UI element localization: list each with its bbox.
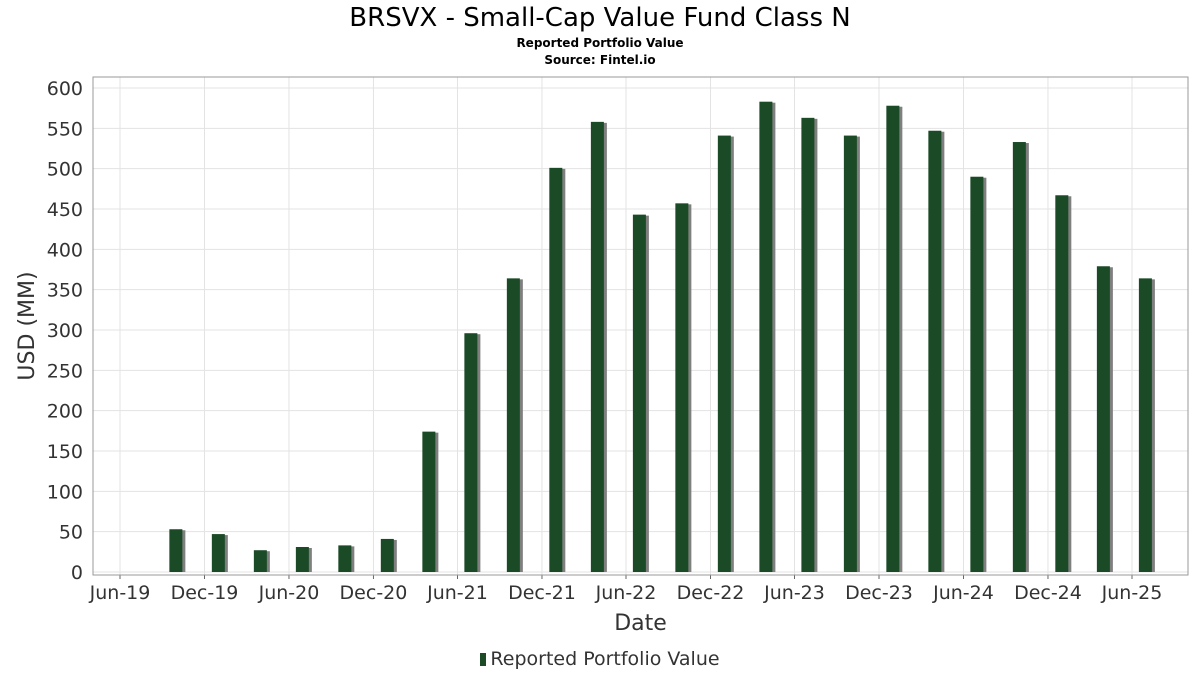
bar: [970, 176, 984, 573]
chart-subtitle: Reported Portfolio Value: [516, 36, 684, 50]
x-tick-label: Jun-20: [258, 582, 320, 604]
chart-source: Source: Fintel.io: [544, 53, 656, 67]
y-tick-label: 500: [47, 159, 83, 181]
y-tick-label: 0: [71, 562, 83, 584]
y-tick-label: 50: [59, 522, 83, 544]
bar: [295, 546, 309, 572]
bar: [169, 529, 183, 572]
bar: [380, 538, 394, 572]
x-tick-label: Jun-24: [932, 582, 994, 604]
bar: [1055, 195, 1069, 572]
bar: [928, 130, 942, 572]
bar: [801, 117, 815, 572]
bar: [1138, 278, 1152, 572]
bar: [422, 431, 436, 572]
x-tick-label: Jun-21: [426, 582, 488, 604]
y-tick-label: 100: [47, 481, 83, 503]
plot-frame: [92, 76, 1189, 576]
legend: Reported Portfolio Value: [0, 647, 1200, 671]
y-tick-label: 400: [47, 239, 83, 261]
x-tick-label: Jun-22: [595, 582, 657, 604]
bar: [253, 550, 267, 572]
x-tick-label: Dec-23: [845, 582, 913, 604]
bar: [1096, 266, 1110, 572]
bar: [759, 101, 773, 572]
x-tick-label: Dec-20: [340, 582, 408, 604]
x-tick-label: Dec-19: [171, 582, 239, 604]
chart-title: BRSVX - Small-Cap Value Fund Class N: [349, 3, 851, 33]
x-tick-label: Jun-25: [1101, 582, 1163, 604]
legend-label: Reported Portfolio Value: [490, 648, 720, 670]
x-tick-label: Jun-23: [763, 582, 825, 604]
y-tick-label: 550: [47, 118, 83, 140]
x-tick-label: Dec-24: [1014, 582, 1082, 604]
bar: [549, 167, 563, 572]
y-tick-label: 350: [47, 280, 83, 302]
legend-swatch: [480, 653, 487, 666]
bar: [843, 135, 857, 572]
y-tick-label: 450: [47, 199, 83, 221]
x-tick-label: Jun-19: [89, 582, 151, 604]
bar: [886, 105, 900, 572]
x-axis-title: Date: [614, 611, 667, 636]
y-tick-label: 600: [47, 78, 83, 100]
bar: [717, 135, 731, 572]
bar: [632, 214, 646, 572]
y-tick-label: 250: [47, 360, 83, 382]
bar: [464, 333, 478, 572]
bar: [1012, 142, 1026, 572]
y-tick-label: 200: [47, 401, 83, 423]
y-tick-label: 150: [47, 441, 83, 463]
bar: [675, 203, 689, 572]
y-tick-label: 300: [47, 320, 83, 342]
bar: [590, 121, 604, 573]
x-tick-label: Dec-21: [508, 582, 576, 604]
bar: [506, 278, 520, 572]
y-axis-title: USD (MM): [15, 271, 40, 380]
bar: [338, 545, 352, 572]
bar: [211, 534, 225, 572]
x-tick-label: Dec-22: [677, 582, 745, 604]
